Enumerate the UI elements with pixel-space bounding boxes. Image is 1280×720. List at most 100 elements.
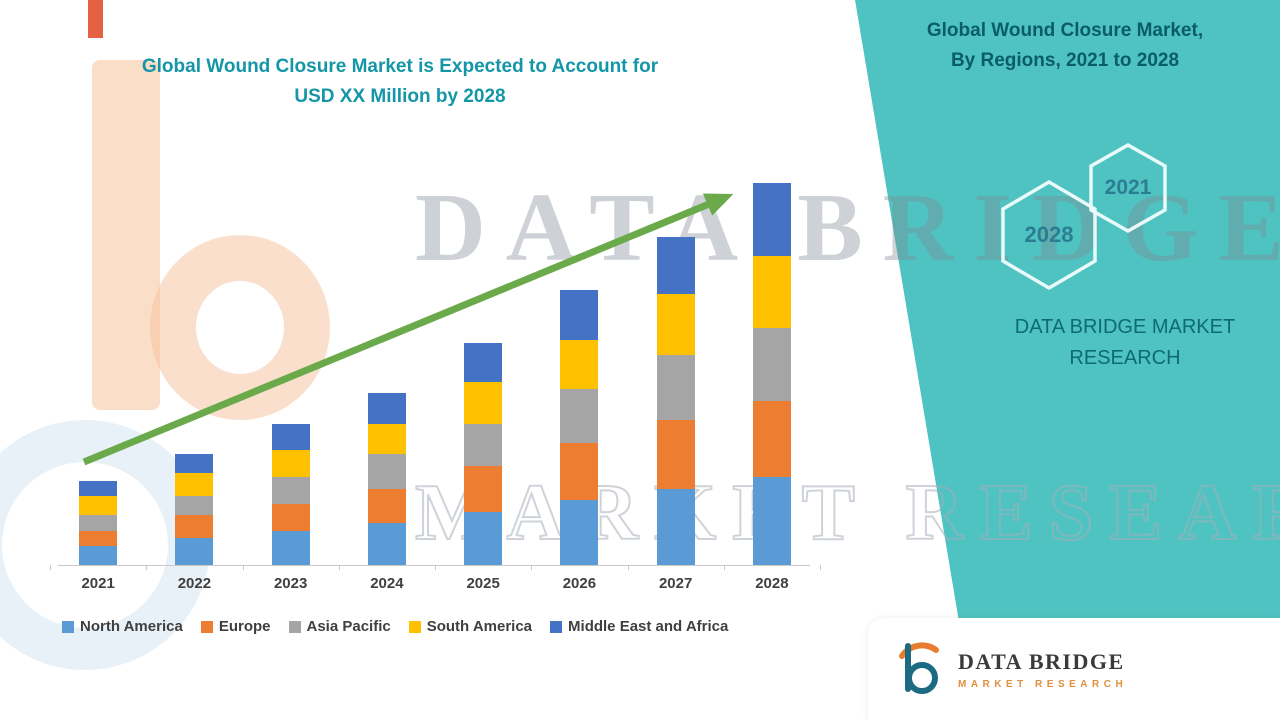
bar-segment-asia-pacific [271,477,310,504]
axis-tick [146,565,148,570]
data-bridge-logo-icon [899,642,939,694]
bar-segment-middle-east-and-africa [656,236,695,294]
legend-swatch-asia-pacific [288,620,301,633]
x-axis-label-2023: 2023 [273,575,308,592]
chart-title-line1: Global Wound Closure Market is Expected … [141,56,659,77]
brand-card: DATA BRIDGE MARKET RESEARCH [868,618,1280,720]
bar-segment-north-america [464,511,503,565]
bar-column-2022 [146,183,242,565]
stacked-bar-2028 [752,183,791,565]
x-axis-line [58,565,810,566]
bar-segment-north-america [271,530,310,565]
x-axis-label-2021: 2021 [81,575,115,592]
x-axis-label-2022: 2022 [177,575,212,592]
bar-segment-middle-east-and-africa [464,343,503,382]
bar-segment-south-america [271,450,310,478]
legend-label-asia-pacific: Asia Pacific [306,618,391,635]
legend-item-asia-pacific: Asia Pacific [288,618,391,635]
stacked-bar-2027 [656,236,695,565]
bar-segment-europe [464,465,503,512]
x-axis-label-2024: 2024 [370,575,404,592]
legend-swatch-north-america [62,620,74,633]
bar-segment-north-america [656,488,695,565]
bar-segment-south-america [656,293,695,355]
footer-brand-subtitle: MARKET RESEARCH [958,678,1128,690]
bar-segment-south-america [752,255,791,329]
axis-tick [531,565,533,570]
stacked-bar-2021 [79,481,118,565]
legend-label-middle-east-and-africa: Middle East and Africa [568,618,729,635]
bar-column-2026 [531,183,627,565]
bar-segment-north-america [752,477,791,565]
axis-tick [50,565,51,570]
bar-column-2028 [724,183,820,565]
x-axis-labels: 2021 2022 2023 2024 2025 2026 2027 2028 [50,575,820,592]
bar-segment-south-america [79,496,118,516]
legend-item-north-america: North America [62,618,183,635]
x-axis-label-2028: 2028 [755,575,789,592]
bar-column-2023 [243,183,339,565]
bar-column-2021 [50,183,146,565]
bar-segment-asia-pacific [656,354,695,420]
legend-swatch-south-america [408,620,421,633]
bar-column-2027 [628,183,724,565]
legend-swatch-middle-east-and-africa [550,620,563,633]
bar-segment-asia-pacific [464,423,503,466]
bar-segment-middle-east-and-africa [367,393,406,424]
axis-tick [723,565,725,570]
bar-segment-middle-east-and-africa [79,481,118,497]
bar-segment-asia-pacific [560,389,599,443]
bar-segment-europe [175,515,214,539]
bar-segment-north-america [560,500,599,565]
bar-segment-europe [367,488,406,523]
stacked-bar-2025 [464,343,503,565]
bar-segment-middle-east-and-africa [560,289,599,340]
bar-segment-asia-pacific [367,454,406,489]
legend: North America Europe Asia Pacific South Ame… [62,618,728,635]
stacked-bar-2022 [175,454,214,565]
bar-segment-asia-pacific [175,496,214,516]
axis-tick [820,565,821,570]
bar-segment-europe [271,503,310,531]
x-axis-label-2027: 2027 [658,575,693,592]
stacked-bar-2024 [367,393,406,565]
legend-label-north-america: North America [80,618,183,635]
x-axis-label-2026: 2026 [562,575,597,592]
bar-segment-asia-pacific [752,328,791,401]
legend-swatch-europe [200,620,213,633]
bar-segment-asia-pacific [79,515,118,531]
stacked-bar-2026 [560,289,599,565]
bar-segment-middle-east-and-africa [271,423,310,451]
axis-tick [435,565,436,570]
bar-segment-europe [656,419,695,489]
bar-segment-south-america [464,381,503,424]
chart-title-line2: USD XX Million by 2028 [294,86,506,107]
axis-tick [242,565,244,570]
x-axis-label-2025: 2025 [466,575,500,592]
legend-item-middle-east-and-africa: Middle East and Africa [550,618,728,635]
chart-title: Global Wound Closure Market is Expected … [40,52,760,112]
bar-segment-north-america [175,538,214,565]
bar-segment-south-america [175,473,214,497]
bar-segment-europe [560,442,599,501]
stacked-bar-2023 [271,423,310,565]
legend-item-europe: Europe [200,618,271,635]
bar-segment-south-america [367,423,406,455]
bar-segment-middle-east-and-africa [752,183,791,256]
axis-tick [627,565,629,570]
bar-segment-north-america [367,522,406,565]
axis-tick [338,565,340,570]
legend-item-south-america: South America [408,618,533,635]
bar-segment-north-america [79,545,118,565]
bar-segment-europe [752,400,791,478]
footer-brand-texts: DATA BRIDGE MARKET RESEARCH [958,649,1127,690]
legend-label-south-america: South America [426,618,533,635]
bar-segment-middle-east-and-africa [175,454,214,474]
footer-brand-name: DATA BRIDGE [958,648,1125,674]
bar-segment-south-america [560,339,599,390]
legend-label-europe: Europe [218,618,271,635]
bar-column-2025 [435,183,531,565]
bars-container [50,183,820,565]
